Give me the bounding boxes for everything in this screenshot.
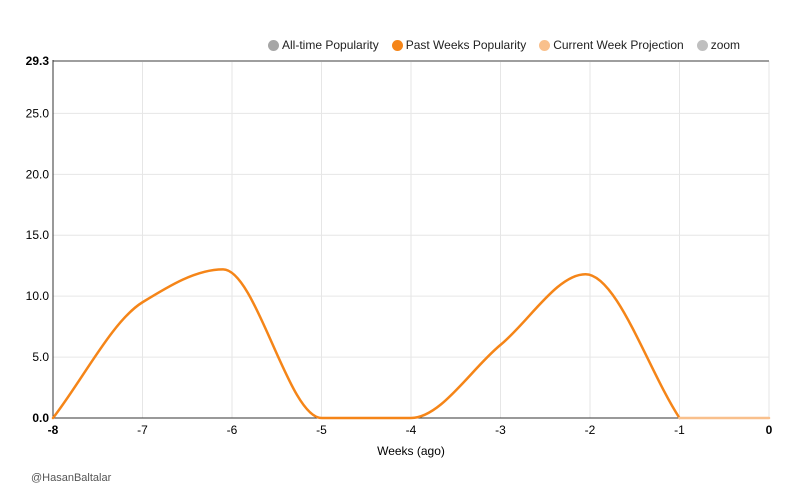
y-tick-label: 29.3 — [26, 54, 50, 68]
x-tick-label: -4 — [406, 423, 417, 437]
x-tick-label: -1 — [674, 423, 685, 437]
x-tick-label: -2 — [585, 423, 596, 437]
legend-label: All-time Popularity — [282, 38, 379, 52]
legend-item-current-week[interactable]: Current Week Projection — [539, 38, 684, 52]
x-tick-label: -8 — [48, 423, 59, 437]
legend-dot-icon — [539, 39, 551, 51]
legend-item-all-time[interactable]: All-time Popularity — [268, 38, 379, 52]
y-tick-label: 10.0 — [26, 289, 50, 303]
y-tick-label: 0.0 — [32, 411, 49, 425]
legend-dot-icon — [696, 39, 708, 51]
legend-label: Current Week Projection — [553, 38, 684, 52]
legend-dot-icon — [268, 39, 279, 51]
legend-item-past-weeks[interactable]: Past Weeks Popularity — [391, 38, 527, 52]
series-line-past-weeks-popularity — [51, 268, 681, 420]
y-tick-label: 20.0 — [26, 167, 50, 181]
x-tick-label: -3 — [495, 423, 506, 437]
legend-label: zoom — [710, 38, 741, 52]
legend-item-zoom[interactable]: zoom — [696, 38, 741, 52]
x-tick-label: -5 — [316, 423, 327, 437]
legend-dot-icon — [391, 39, 403, 51]
credit-text: @HasanBaltalar — [31, 472, 112, 484]
x-tick-label: -7 — [137, 423, 148, 437]
legend-label: Past Weeks Popularity — [405, 38, 527, 52]
y-tick-label: 5.0 — [32, 350, 49, 364]
x-axis-label: Weeks (ago) — [377, 444, 445, 458]
y-tick-label: 25.0 — [26, 106, 50, 120]
x-tick-label: -6 — [227, 423, 238, 437]
legend: All-time Popularity Past Weeks Popularit… — [268, 38, 740, 52]
y-tick-label: 15.0 — [26, 228, 50, 242]
x-tick-label: 0 — [766, 423, 773, 437]
